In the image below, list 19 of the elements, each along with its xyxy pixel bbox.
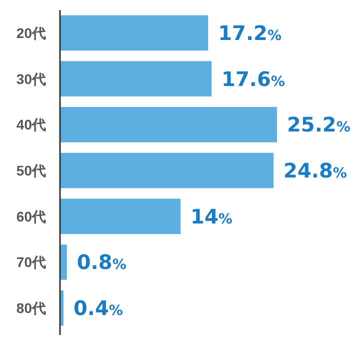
bar — [60, 61, 212, 96]
bar — [60, 106, 277, 142]
data-label: 24.8% — [284, 158, 347, 182]
y-tick-label: 70代 — [16, 254, 46, 270]
data-label: 0.4% — [73, 296, 123, 320]
y-tick-label: 60代 — [16, 208, 46, 224]
data-label: 0.8% — [76, 250, 126, 274]
bar — [60, 198, 181, 234]
data-label: 17.2% — [218, 20, 282, 45]
bar — [60, 152, 274, 188]
y-tick-label: 80代 — [16, 300, 46, 316]
data-label: 17.6% — [222, 66, 285, 91]
data-label: 14% — [190, 204, 232, 228]
y-tick-label: 40代 — [16, 116, 46, 133]
data-label: 25.2% — [287, 112, 350, 137]
bar — [60, 15, 208, 51]
y-tick-label: 50代 — [16, 162, 46, 178]
y-tick-label: 30代 — [16, 70, 46, 87]
y-tick-label: 20代 — [16, 24, 46, 41]
